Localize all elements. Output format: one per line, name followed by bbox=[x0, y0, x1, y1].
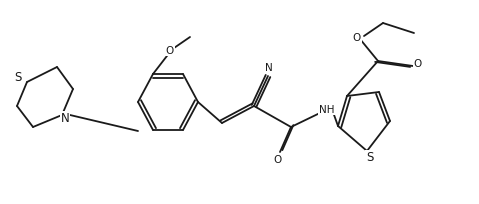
Text: S: S bbox=[14, 71, 22, 84]
Text: N: N bbox=[265, 63, 273, 73]
Text: S: S bbox=[366, 151, 374, 164]
Text: O: O bbox=[274, 154, 282, 164]
Text: O: O bbox=[414, 59, 422, 69]
Text: O: O bbox=[166, 46, 174, 56]
Text: O: O bbox=[353, 33, 361, 43]
Text: NH: NH bbox=[319, 104, 335, 114]
Text: N: N bbox=[61, 112, 69, 125]
